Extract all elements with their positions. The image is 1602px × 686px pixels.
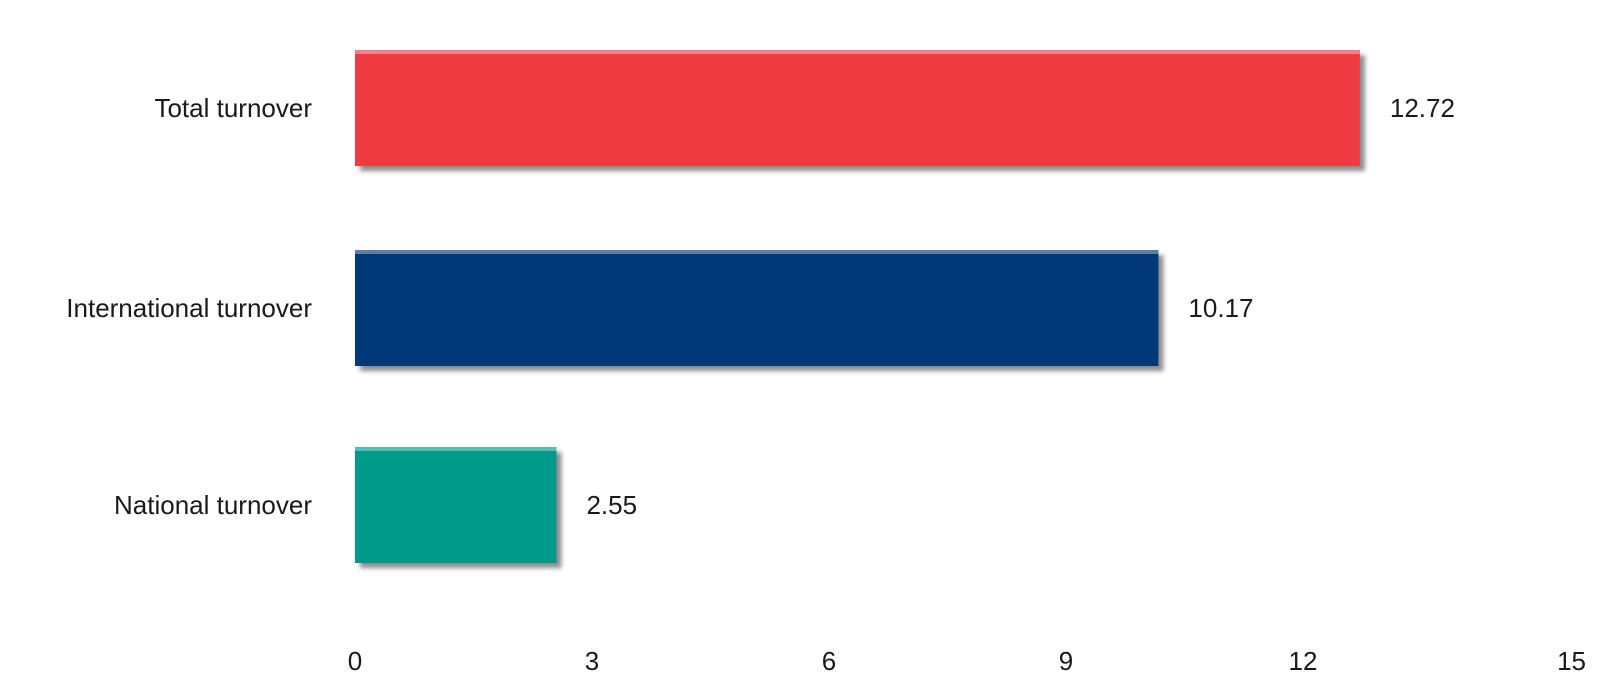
bar-national-turnover (355, 447, 557, 563)
labels-layer: Total turnover 12.72 International turnove… (66, 93, 1586, 676)
bar-total-turnover (355, 50, 1360, 166)
x-tick-label-0: 0 (348, 646, 362, 676)
value-label-international-turnover: 10.17 (1188, 293, 1253, 323)
bar-highlight-total-turnover (355, 50, 1360, 54)
bar-international-turnover (355, 250, 1159, 366)
category-label-total-turnover: Total turnover (154, 93, 312, 123)
bars-layer (355, 50, 1360, 563)
category-label-national-turnover: National turnover (114, 490, 312, 520)
value-label-total-turnover: 12.72 (1390, 93, 1455, 123)
x-tick-label-6: 6 (822, 646, 836, 676)
bar-highlight-international-turnover (355, 250, 1159, 254)
value-label-national-turnover: 2.55 (586, 490, 637, 520)
x-tick-label-9: 9 (1059, 646, 1073, 676)
x-tick-label-12: 12 (1289, 646, 1318, 676)
bar-highlight-national-turnover (355, 447, 557, 451)
x-tick-label-15: 15 (1557, 646, 1586, 676)
x-tick-label-3: 3 (585, 646, 599, 676)
category-label-international-turnover: International turnover (66, 293, 312, 323)
axes-layer (353, 10, 1542, 606)
